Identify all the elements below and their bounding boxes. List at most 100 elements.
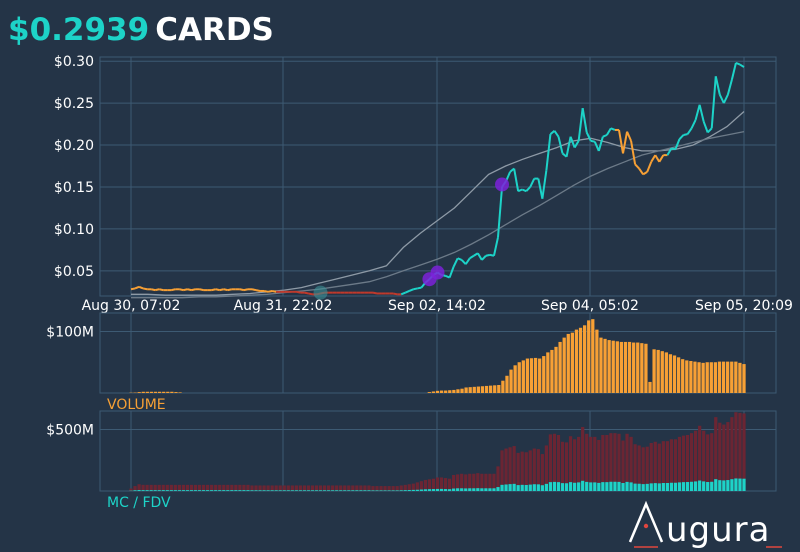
price-line-segment <box>617 129 624 154</box>
fdv-bar <box>282 485 286 491</box>
volume-bar <box>145 391 149 393</box>
fdv-bar <box>653 441 657 491</box>
fdv-bar <box>326 485 331 491</box>
volume-bar <box>607 340 611 393</box>
fdv-bar <box>302 485 307 491</box>
mc-bar <box>218 490 222 491</box>
volume-bar <box>685 360 689 393</box>
mc-bar <box>665 483 669 491</box>
price-line-segment <box>557 136 564 154</box>
mc-bar <box>173 490 177 491</box>
fdv-bar <box>197 484 202 491</box>
fdv-bar <box>496 466 500 491</box>
mc-fdv-y-tick-label: $500M <box>46 422 94 438</box>
fdv-bar <box>637 445 641 491</box>
fdv-bar <box>383 486 387 491</box>
fdv-bar <box>742 413 746 491</box>
mc-bar <box>427 489 432 491</box>
mc-bar <box>206 490 210 491</box>
mc-bar <box>234 490 238 491</box>
price-line-segment <box>215 288 220 292</box>
volume-bar <box>562 337 566 393</box>
mc-bar <box>355 490 359 491</box>
volume-bar <box>668 354 673 393</box>
mc-bar <box>734 478 738 491</box>
mc-bar <box>629 482 633 491</box>
mc-bar <box>262 490 266 491</box>
volume-bar <box>648 381 652 393</box>
volume-y-tick-label: $100M <box>46 324 94 340</box>
mc-bar <box>625 481 629 491</box>
fdv-bar <box>435 477 440 491</box>
fdv-bar <box>516 452 520 491</box>
volume-bar <box>484 385 489 393</box>
price-line-segment <box>634 163 640 170</box>
mc-bar <box>371 490 375 491</box>
price-line-segment <box>597 136 604 152</box>
fdv-bar <box>201 484 206 491</box>
price-line-segment <box>187 288 192 292</box>
volume-bar <box>623 341 628 393</box>
fdv-bar <box>560 441 565 491</box>
mc-bar <box>383 490 387 491</box>
mc-bar <box>201 490 206 491</box>
fdv-bar <box>318 485 323 491</box>
price-line-segment <box>150 288 156 292</box>
fdv-bar <box>605 435 609 491</box>
fdv-bar <box>391 486 395 491</box>
price-line-segment <box>706 127 713 134</box>
fdv-bar <box>214 484 218 491</box>
fdv-bar <box>520 451 524 491</box>
fdv-bar <box>472 473 476 491</box>
mc-bar <box>282 490 286 491</box>
mc-bar <box>528 484 532 491</box>
price-line-segment <box>496 186 504 238</box>
price-line-segment <box>271 289 277 293</box>
mc-bar <box>718 480 722 491</box>
price-line-segment <box>541 170 548 199</box>
volume-bar <box>721 361 726 393</box>
price-y-tick-label: $0.05 <box>54 264 94 280</box>
mc-bar <box>577 482 581 491</box>
fdv-bar <box>427 479 432 491</box>
price-x-tick-label: Sep 05, 20:09 <box>695 298 793 314</box>
mc-bar <box>157 490 161 491</box>
mc-bar <box>298 490 302 491</box>
volume-bar <box>460 388 464 393</box>
fdv-bar <box>411 483 415 491</box>
fdv-bar <box>730 417 734 491</box>
fdv-bar <box>689 433 694 491</box>
mc-bar <box>706 482 710 491</box>
volume-panel: $100M VOLUME <box>46 312 777 413</box>
volume-bar <box>476 386 481 393</box>
mc-bar <box>423 489 428 491</box>
fdv-bar <box>464 474 468 491</box>
fdv-bar <box>238 484 242 491</box>
volume-bar <box>627 341 632 393</box>
price-line-segment <box>553 130 560 138</box>
volume-bar <box>488 385 493 393</box>
volume-bar <box>676 357 681 393</box>
mc-bar <box>274 490 278 491</box>
price-line-segment <box>565 136 572 157</box>
mc-bar <box>516 485 520 491</box>
fdv-bar <box>488 473 492 491</box>
fdv-bar <box>218 484 222 491</box>
fdv-bar <box>564 442 569 491</box>
mc-bar <box>246 490 250 491</box>
price-line-segment <box>171 288 176 292</box>
price-line-segment <box>263 289 269 293</box>
price-line-segment <box>678 134 685 140</box>
volume-bar <box>615 341 619 393</box>
mc-bar <box>726 480 730 491</box>
mc-bar <box>673 482 678 491</box>
fdv-bar <box>536 449 540 491</box>
mc-bar <box>645 483 649 491</box>
fdv-bar <box>141 484 145 491</box>
mc-bar <box>742 478 746 491</box>
mc-bar <box>339 490 343 491</box>
fdv-bar <box>129 488 133 491</box>
fdv-bar <box>415 482 419 491</box>
price-line-segment <box>452 257 459 268</box>
volume-bar <box>542 356 546 393</box>
